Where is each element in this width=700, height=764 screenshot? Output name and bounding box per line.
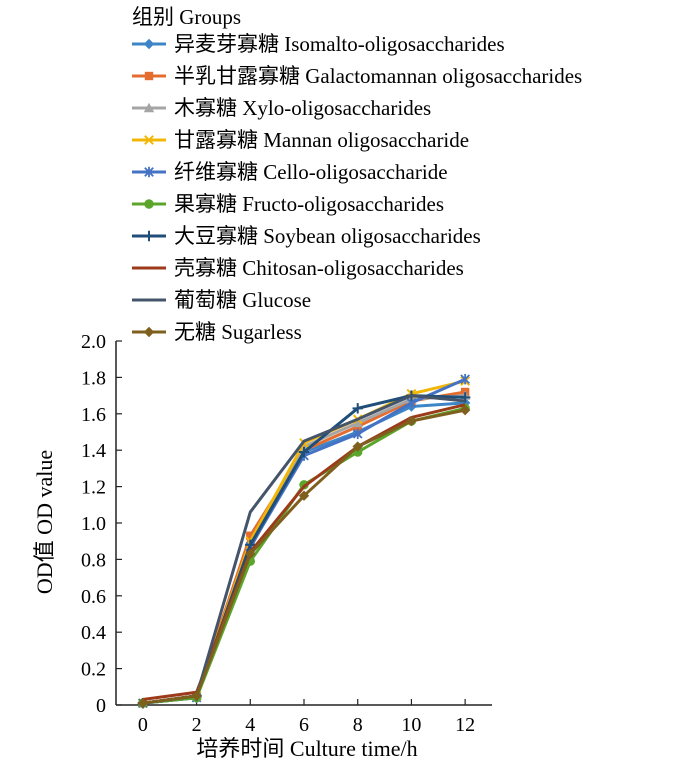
x-tick-label: 8 [353, 714, 363, 736]
series-4 [138, 374, 470, 709]
series-9 [137, 404, 471, 709]
legend-label: 无糖 Sugarless [174, 320, 302, 344]
data-point [191, 690, 202, 702]
data-point [298, 490, 310, 501]
legend-label: 果寡糖 Fructo-oligosaccharides [174, 192, 444, 216]
data-point [460, 374, 470, 385]
data-point [143, 230, 155, 242]
legend-label: 甘露寡糖 Mannan oligosaccharide [174, 128, 469, 152]
legend-label: 半乳甘露寡糖 Galactomannan oligosaccharides [174, 64, 582, 88]
data-point [298, 446, 310, 458]
data-point [144, 135, 154, 145]
data-point [245, 548, 256, 560]
series-line [142, 390, 466, 705]
y-tick-label: 0.8 [81, 549, 106, 571]
x-tick-label: 4 [245, 714, 255, 736]
data-point [144, 71, 154, 81]
data-point [406, 415, 417, 427]
ticks: 0 0.2 0.4 0.6 0.8 1.0 1.2 1.4 1.6 1.8 2.0 0 2 4 6 8 10 12 [81, 331, 475, 736]
y-tick-label: 0.4 [81, 622, 106, 644]
x-tick-label: 12 [455, 714, 475, 736]
legend-item: 葡萄糖 Glucose [132, 288, 311, 312]
y-tick-label: 0.2 [81, 659, 106, 681]
y-axis-title: OD值 OD value [32, 450, 57, 594]
y-tick-label: 1.4 [81, 440, 106, 462]
data-point [144, 199, 154, 209]
series-line [142, 377, 466, 705]
legend-title: 组别 Groups [132, 5, 241, 29]
series-layer [137, 374, 471, 709]
data-point [459, 404, 471, 416]
legend-item: 纤维寡糖 Cello-oligosaccharide [132, 160, 448, 184]
legend-label: 葡萄糖 Glucose [174, 288, 311, 312]
x-tick-label: 10 [401, 714, 421, 736]
data-point [246, 531, 255, 540]
legend-item: 无糖 Sugarless [132, 320, 302, 344]
data-point [352, 428, 363, 440]
x-tick-label: 2 [192, 714, 202, 736]
data-point [245, 539, 256, 551]
x-axis-title: 培养时间 Culture time/h [196, 736, 417, 761]
y-tick-label: 1.2 [81, 477, 106, 499]
data-point [352, 417, 363, 428]
x-tick-label: 0 [138, 714, 148, 736]
data-point [143, 326, 155, 338]
legend-item: 异麦芽寡糖 Isomalto-oligosaccharides [132, 32, 505, 56]
y-tick-label: 1.6 [81, 404, 106, 426]
legend-item: 大豆寡糖 Soybean oligosaccharides [132, 224, 481, 248]
legend: 组别 Groups 异麦芽寡糖 Isomalto-oligosaccharide… [132, 5, 582, 344]
legend-item: 壳寡糖 Chitosan-oligosaccharides [132, 256, 464, 280]
y-tick-label: 1.8 [81, 367, 106, 389]
data-point [137, 697, 149, 709]
legend-label: 异麦芽寡糖 Isomalto-oligosaccharides [174, 32, 505, 56]
legend-label: 木寡糖 Xylo-oligosaccharides [174, 96, 431, 120]
legend-item: 半乳甘露寡糖 Galactomannan oligosaccharides [132, 64, 582, 88]
legend-label: 纤维寡糖 Cello-oligosaccharide [174, 160, 448, 184]
legend-label: 壳寡糖 Chitosan-oligosaccharides [174, 256, 464, 280]
y-tick-label: 1.0 [81, 513, 106, 535]
series-2 [137, 390, 471, 708]
legend-item: 木寡糖 Xylo-oligosaccharides [132, 96, 431, 120]
y-tick-label: 0 [96, 695, 106, 717]
series-1 [138, 387, 470, 708]
legend-label: 大豆寡糖 Soybean oligosaccharides [174, 224, 481, 248]
series-line [142, 379, 466, 705]
data-point [143, 102, 155, 113]
data-point [143, 38, 155, 50]
data-point [144, 166, 154, 178]
x-tick-label: 6 [299, 714, 309, 736]
y-tick-label: 2.0 [81, 331, 106, 353]
series-3 [137, 376, 471, 709]
data-point [352, 403, 363, 414]
series-8 [142, 394, 466, 705]
data-point [352, 441, 363, 452]
series-6 [137, 390, 471, 709]
legend-item: 甘露寡糖 Mannan oligosaccharide [132, 128, 469, 152]
legend-item: 果寡糖 Fructo-oligosaccharides [132, 192, 444, 216]
y-tick-label: 0.6 [81, 586, 106, 608]
series-line [142, 394, 466, 705]
